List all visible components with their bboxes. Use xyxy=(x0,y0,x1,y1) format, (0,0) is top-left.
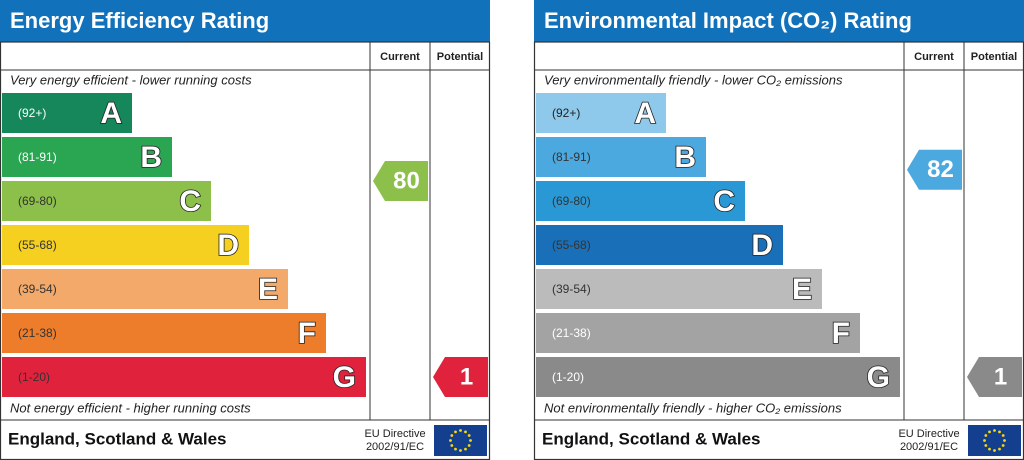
band-range: (39-54) xyxy=(18,282,57,296)
band-letter: B xyxy=(140,141,162,174)
rating-panel: Energy Efficiency Rating Current Potential… xyxy=(0,0,491,460)
rating-band xyxy=(2,313,326,353)
title-bar xyxy=(534,0,1024,42)
top-text: Very environmentally friendly - lower CO… xyxy=(544,72,843,87)
band-letter: E xyxy=(792,273,812,306)
rating-band xyxy=(536,357,900,397)
bottom-text: Not environmentally friendly - higher CO… xyxy=(544,400,842,415)
column-header: Current xyxy=(380,51,420,63)
band-range: (55-68) xyxy=(552,238,591,252)
eu-star xyxy=(1001,434,1005,437)
eu-star xyxy=(464,430,467,434)
band-letter: D xyxy=(751,229,773,262)
rating-band xyxy=(2,269,288,309)
rating-arrow xyxy=(967,357,1022,397)
rating-arrow xyxy=(433,357,488,397)
band-range: (69-80) xyxy=(552,194,591,208)
rating-value: 82 xyxy=(927,156,954,183)
band-range: (81-91) xyxy=(552,150,591,164)
rating-arrow xyxy=(907,149,962,190)
footer-text: England, Scotland & Wales xyxy=(542,429,761,448)
column-header: Potential xyxy=(437,51,483,63)
rating-band xyxy=(536,181,745,221)
band-range: (39-54) xyxy=(552,282,591,296)
panel-title: Environmental Impact (CO₂) Rating xyxy=(544,8,912,33)
band-letter: D xyxy=(217,229,239,262)
footer-text: England, Scotland & Wales xyxy=(8,429,227,448)
band-letter: G xyxy=(333,361,356,394)
rating-value: 80 xyxy=(393,167,420,194)
eu-star xyxy=(459,429,462,432)
eu-star xyxy=(450,434,454,437)
band-letter: E xyxy=(258,273,278,306)
eu-star xyxy=(998,447,1001,451)
eu-star xyxy=(459,449,462,452)
rating-band xyxy=(536,313,860,353)
directive-text: 2002/91/EC xyxy=(900,441,958,453)
eu-star xyxy=(984,434,988,437)
band-letter: G xyxy=(867,361,890,394)
eu-star xyxy=(983,439,986,442)
column-header: Potential xyxy=(971,51,1017,63)
band-range: (21-38) xyxy=(552,326,591,340)
directive-text: 2002/91/EC xyxy=(366,441,424,453)
band-range: (1-20) xyxy=(18,370,50,384)
eu-star xyxy=(1003,439,1006,442)
eu-star xyxy=(449,439,452,442)
eu-star xyxy=(454,447,457,451)
eu-star xyxy=(467,444,471,447)
directive-text: EU Directive xyxy=(898,428,959,440)
rating-value: 1 xyxy=(994,363,1007,390)
rating-band xyxy=(2,93,132,133)
rating-band xyxy=(536,93,666,133)
rating-arrow xyxy=(373,161,428,201)
eu-star xyxy=(984,444,988,447)
band-letter: B xyxy=(674,141,696,174)
eu-star xyxy=(988,430,991,434)
rating-band xyxy=(2,181,211,221)
eu-star xyxy=(998,430,1001,434)
bottom-text: Not energy efficient - higher running co… xyxy=(10,400,251,415)
eu-star xyxy=(993,449,996,452)
rating-band xyxy=(536,137,706,177)
band-letter: A xyxy=(634,97,656,130)
title-bar xyxy=(0,0,490,42)
rating-panel: Environmental Impact (CO₂) Rating Current… xyxy=(533,0,1024,460)
eu-star xyxy=(454,430,457,434)
column-header: Current xyxy=(914,51,954,63)
eu-star xyxy=(993,429,996,432)
band-range: (55-68) xyxy=(18,238,57,252)
band-letter: A xyxy=(100,97,122,130)
band-range: (92+) xyxy=(552,106,580,120)
directive-text: EU Directive xyxy=(364,428,425,440)
rating-band xyxy=(2,225,249,265)
panel-title: Energy Efficiency Rating xyxy=(10,8,269,33)
rating-value: 1 xyxy=(460,363,473,390)
eu-star xyxy=(464,447,467,451)
eu-star xyxy=(469,439,472,442)
band-range: (81-91) xyxy=(18,150,57,164)
band-range: (1-20) xyxy=(552,370,584,384)
eu-star xyxy=(1001,444,1005,447)
band-range: (69-80) xyxy=(18,194,57,208)
band-letter: F xyxy=(832,317,850,350)
eu-star xyxy=(988,447,991,451)
band-letter: C xyxy=(713,185,735,218)
eu-star xyxy=(467,434,471,437)
band-range: (21-38) xyxy=(18,326,57,340)
band-letter: C xyxy=(179,185,201,218)
band-range: (92+) xyxy=(18,106,46,120)
top-text: Very energy efficient - lower running co… xyxy=(10,72,252,87)
rating-band xyxy=(536,225,783,265)
rating-band xyxy=(2,137,172,177)
rating-band xyxy=(536,269,822,309)
band-letter: F xyxy=(298,317,316,350)
eu-star xyxy=(450,444,454,447)
rating-band xyxy=(2,357,366,397)
